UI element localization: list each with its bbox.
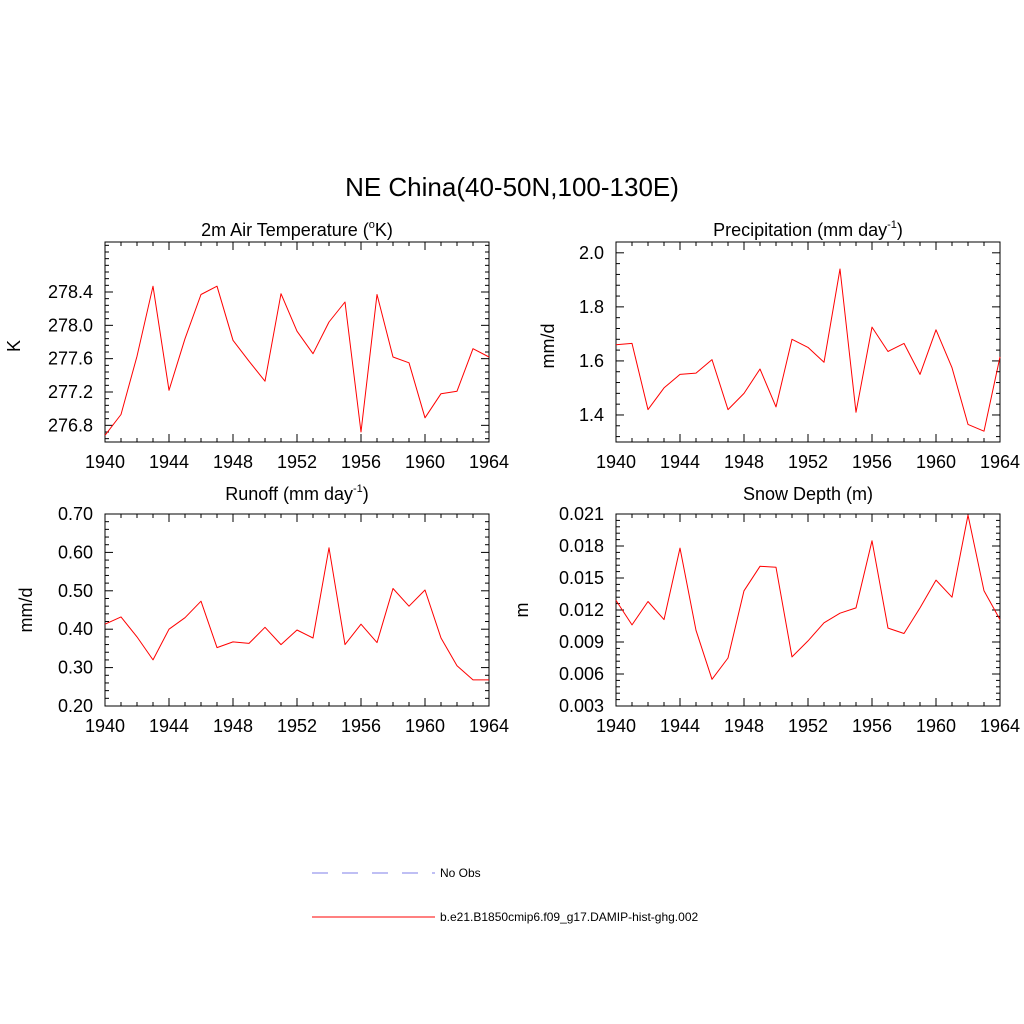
y-tick-label: 0.20 — [58, 696, 93, 716]
x-tick-label: 1952 — [788, 452, 828, 472]
panel-title-tail: ) — [363, 484, 369, 504]
y-tick-label: 0.60 — [58, 542, 93, 562]
y-tick-label: 277.6 — [48, 349, 93, 369]
x-tick-label: 1948 — [213, 452, 253, 472]
panel-title-tail: K) — [375, 220, 393, 240]
x-tick-label: 1952 — [788, 716, 828, 736]
y-tick-label: 0.018 — [559, 536, 604, 556]
panel-title-main: Snow Depth (m) — [743, 484, 873, 504]
panel-air-temperature: 2m Air Temperature (oK) K — [4, 219, 393, 352]
x-tick-label: 1948 — [724, 716, 764, 736]
y-tick-label: 0.009 — [559, 632, 604, 652]
plot-area-2: 1940 1944 1948 1952 1956 1960 1964 1.4 1.6 1.8 2.0 — [579, 241, 1020, 472]
series-line — [615, 514, 1001, 680]
x-tick-label: 1940 — [596, 452, 636, 472]
y-tick-label: 2.0 — [579, 243, 604, 263]
x-tick-label: 1964 — [469, 716, 509, 736]
panel-precipitation: Precipitation (mm day-1) mm/d — [538, 219, 903, 369]
y-tick-label: 0.30 — [58, 658, 93, 678]
y-tick-label: 0.021 — [559, 504, 604, 524]
plot-area-3: 1940 1944 1948 1952 1956 1960 1964 0.20 0.30 0.40… — [58, 504, 509, 736]
legend-label-model: b.e21.B1850cmip6.f09_g17.DAMIP-hist-ghg.… — [440, 910, 698, 924]
x-tick-label: 1956 — [341, 452, 381, 472]
x-tick-label: 1956 — [852, 452, 892, 472]
y-tick-label: 1.4 — [579, 405, 604, 425]
panel-title: Precipitation (mm day-1) — [713, 219, 903, 240]
panel-title-sup: o — [369, 219, 375, 231]
legend: No Obs b.e21.B1850cmip6.f09_g17.DAMIP-hi… — [312, 866, 698, 924]
y-tick-label: 0.70 — [58, 504, 93, 524]
y-tick-label: 0.003 — [559, 696, 604, 716]
y-tick-label: 278.4 — [48, 282, 93, 302]
panel-title: Snow Depth (m) — [743, 484, 873, 504]
panel-runoff: Runoff (mm day-1) mm/d — [16, 483, 369, 633]
panel-title-main: Runoff (mm day — [225, 484, 353, 504]
x-tick-label: 1960 — [916, 716, 956, 736]
x-tick-label: 1948 — [213, 716, 253, 736]
y-tick-label: 0.012 — [559, 600, 604, 620]
x-tick-label: 1944 — [149, 452, 189, 472]
y-axis-label: m — [512, 603, 532, 618]
plot-area-4: 1940 1944 1948 1952 1956 1960 1964 0.003 0.006 0.… — [559, 504, 1020, 736]
panel-title-main: Precipitation (mm day — [713, 220, 887, 240]
x-tick-label: 1948 — [724, 452, 764, 472]
x-tick-label: 1960 — [916, 452, 956, 472]
y-tick-label: 276.8 — [48, 415, 93, 435]
y-tick-label: 0.015 — [559, 568, 604, 588]
x-tick-label: 1960 — [405, 452, 445, 472]
x-tick-label: 1964 — [469, 452, 509, 472]
y-tick-label: 1.6 — [579, 351, 604, 371]
x-tick-label: 1940 — [596, 716, 636, 736]
x-tick-label: 1960 — [405, 716, 445, 736]
figure-title: NE China(40-50N,100-130E) — [345, 172, 679, 202]
x-tick-label: 1956 — [852, 716, 892, 736]
y-axis-label: mm/d — [538, 324, 558, 369]
x-tick-label: 1956 — [341, 716, 381, 736]
y-tick-label: 278.0 — [48, 315, 93, 335]
panel-title: Runoff (mm day-1) — [225, 483, 369, 504]
y-tick-label: 0.50 — [58, 581, 93, 601]
panel-title-main: 2m Air Temperature ( — [201, 220, 369, 240]
y-axis-label: mm/d — [16, 588, 36, 633]
series-line — [104, 285, 490, 436]
plot-frame — [615, 241, 1001, 443]
x-tick-label: 1952 — [277, 716, 317, 736]
legend-label-no-obs: No Obs — [440, 866, 481, 880]
plot-area-1: 1940 1944 1948 1952 1956 1960 1964 276.8 277.2 27… — [48, 241, 509, 472]
series-line — [615, 268, 1001, 432]
x-tick-label: 1964 — [980, 716, 1020, 736]
x-tick-label: 1940 — [85, 716, 125, 736]
x-tick-label: 1952 — [277, 452, 317, 472]
series-line — [104, 547, 489, 681]
panel-title-sup: -1 — [353, 483, 363, 495]
x-tick-label: 1944 — [660, 716, 700, 736]
y-tick-label: 277.2 — [48, 382, 93, 402]
plot-frame — [615, 513, 1001, 707]
y-axis-label: K — [4, 340, 24, 352]
panel-title-sup: -1 — [887, 219, 897, 231]
y-tick-label: 0.40 — [58, 619, 93, 639]
x-tick-label: 1944 — [660, 452, 700, 472]
panel-title: 2m Air Temperature (oK) — [201, 219, 393, 240]
x-tick-label: 1964 — [980, 452, 1020, 472]
y-tick-label: 1.8 — [579, 297, 604, 317]
plot-frame — [104, 241, 490, 443]
panel-title-tail: ) — [897, 220, 903, 240]
x-tick-label: 1940 — [85, 452, 125, 472]
panel-snow-depth: Snow Depth (m) m — [512, 484, 873, 618]
y-tick-label: 0.006 — [559, 664, 604, 684]
x-tick-label: 1944 — [149, 716, 189, 736]
